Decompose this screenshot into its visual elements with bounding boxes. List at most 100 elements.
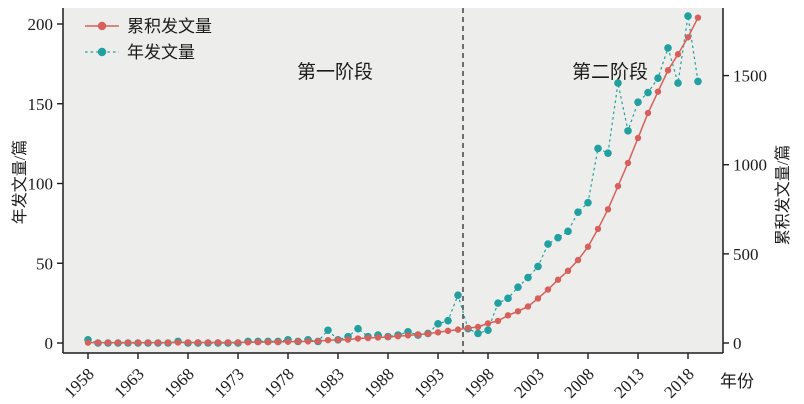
data-point	[324, 326, 332, 335]
y-axis-left: 0 50 100 150 200	[28, 15, 63, 353]
data-point	[554, 276, 562, 283]
x-axis-title: 年份	[720, 372, 754, 391]
data-point	[664, 44, 672, 52]
y-axis-right: 0 500 1000 1500	[723, 67, 767, 353]
legend-marker	[97, 21, 107, 31]
data-point	[164, 339, 172, 346]
data-point	[334, 336, 342, 344]
data-point	[484, 326, 492, 335]
x-tick-label: 1958	[60, 364, 97, 401]
phase-annotation: 第二阶段	[572, 61, 648, 83]
data-point	[154, 339, 162, 346]
legend-label: 累积发文量	[127, 17, 212, 36]
legend-marker	[97, 47, 107, 57]
y-right-tick-label: 1500	[733, 67, 767, 86]
data-point	[464, 324, 472, 332]
data-point	[284, 338, 292, 345]
data-point	[604, 206, 612, 213]
data-point	[84, 339, 92, 346]
data-point	[584, 198, 592, 207]
data-point	[364, 334, 372, 342]
data-point	[434, 320, 442, 328]
data-point	[614, 79, 622, 87]
data-point	[474, 329, 482, 338]
data-point	[114, 339, 122, 346]
data-point	[194, 339, 202, 346]
data-point	[254, 338, 262, 346]
data-point	[594, 225, 602, 233]
data-point	[554, 233, 562, 242]
data-point	[144, 339, 152, 346]
data-point	[504, 294, 512, 303]
data-point	[354, 324, 362, 333]
axes-spines	[62, 8, 724, 354]
data-point	[104, 339, 112, 346]
data-point	[624, 127, 632, 135]
data-point	[444, 327, 452, 335]
data-point	[544, 240, 552, 248]
data-point	[514, 308, 522, 315]
data-point	[274, 338, 282, 346]
data-point	[484, 320, 492, 327]
data-point	[444, 316, 452, 325]
data-point	[414, 331, 422, 338]
data-point	[304, 338, 312, 345]
data-point	[644, 109, 652, 117]
data-point	[624, 159, 632, 167]
x-tick-label: 1983	[310, 364, 347, 401]
data-point	[564, 267, 572, 275]
data-point	[634, 98, 642, 106]
data-point	[204, 339, 212, 346]
phase-annotation: 第一阶段	[297, 61, 373, 83]
data-point	[524, 273, 532, 282]
data-point	[674, 79, 682, 87]
data-point	[424, 330, 432, 337]
data-point	[394, 333, 402, 340]
data-point	[344, 336, 352, 343]
data-point	[454, 326, 462, 333]
data-point	[224, 339, 232, 346]
data-point	[234, 339, 242, 346]
data-point	[564, 227, 572, 236]
data-point	[524, 303, 532, 310]
data-point	[664, 67, 672, 74]
data-point	[314, 338, 322, 345]
x-tick-label: 2008	[560, 364, 597, 401]
data-point	[594, 144, 602, 153]
data-point	[404, 332, 412, 339]
y-right-axis-title: 累积发文量/篇	[774, 145, 792, 245]
plot-area	[63, 8, 723, 353]
data-point	[384, 333, 392, 341]
y-left-tick-label: 150	[28, 95, 54, 114]
data-point	[374, 334, 382, 341]
data-point	[534, 295, 542, 302]
data-point	[654, 74, 662, 83]
x-tick-label: 1968	[160, 364, 197, 401]
data-point	[474, 323, 482, 331]
y-left-tick-label: 200	[28, 15, 54, 34]
data-point	[694, 14, 702, 21]
y-left-tick-label: 0	[45, 334, 54, 353]
data-point	[494, 299, 502, 307]
legend-label: 年发文量	[127, 43, 195, 62]
y-right-tick-label: 500	[733, 245, 759, 264]
data-point	[324, 336, 332, 344]
x-tick-label: 2013	[610, 364, 647, 401]
data-point	[124, 339, 132, 346]
data-point	[684, 12, 692, 20]
x-tick-label: 2003	[510, 364, 547, 401]
data-point	[494, 317, 502, 325]
data-point	[574, 208, 582, 217]
data-point	[584, 243, 592, 250]
data-point	[614, 182, 622, 190]
data-point	[354, 335, 362, 342]
data-point	[644, 88, 652, 97]
y-right-tick-label: 1000	[733, 156, 767, 175]
data-point	[214, 339, 222, 346]
data-point	[634, 134, 642, 142]
data-point	[184, 339, 192, 346]
data-point	[264, 338, 272, 346]
data-point	[514, 283, 522, 291]
series-cumulative	[84, 14, 702, 346]
